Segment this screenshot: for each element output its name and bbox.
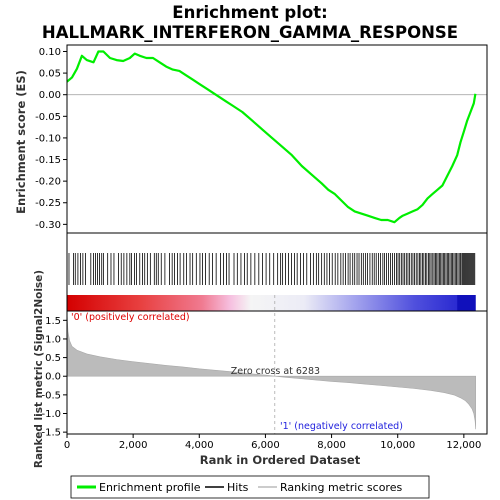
rank-xtick-label: 10,000 [380,440,415,451]
metric-ytick-label: -1.0 [41,409,61,420]
es-curve-line [66,50,477,224]
legend-label-enrichment: Enrichment profile [99,481,201,494]
chart-title-line1: Enrichment plot: [172,3,327,22]
es-ytick-label: -0.15 [35,155,61,166]
metric-ytick-label: 1.0 [45,334,61,345]
hits-panel [66,232,488,312]
es-ytick-label: -0.30 [35,220,61,231]
rank-color-tail [457,295,476,311]
es-ytick-label: -0.10 [35,133,61,144]
metric-axis-label: Ranked list metric (Signal2Noise) [33,270,45,468]
rank-xtick-label: 8,000 [317,440,346,451]
es-ytick-label: -0.20 [35,177,61,188]
es-ytick-label: 0.05 [39,69,61,80]
zero-cross-label: Zero cross at 6283 [231,366,320,377]
metric-panel-frame [66,310,488,435]
rank-color-bar [67,295,476,311]
metric-ytick-label: 0.5 [45,353,61,364]
rank-xtick-label: 12,000 [446,440,481,451]
es-ytick-label: 0.10 [39,47,61,58]
rank-xtick-label: 0 [64,440,70,451]
positive-label: '0' (positively correlated) [71,312,190,323]
negative-label: '1' (negatively correlated) [280,421,403,432]
metric-panel: Zero cross at 6283 '0' (positively correl… [41,295,488,451]
rank-xtick-label: 2,000 [119,440,148,451]
chart-title-line2: HALLMARK_INTERFERON_GAMMA_RESPONSE [42,23,458,42]
rank-xtick-label: 4,000 [185,440,214,451]
es-ytick-label: -0.05 [35,112,61,123]
legend-box [70,475,430,499]
es-axis-label: Enrichment score (ES) [14,70,28,214]
legend-label-hits: Hits [227,481,249,494]
metric-area [66,312,476,430]
hits-area [67,233,487,295]
es-ytick-label: 0.00 [39,90,61,101]
legend: Enrichment profile Hits Ranking metric s… [70,475,430,499]
es-ytick-label: -0.25 [35,198,61,209]
legend-label-ranking: Ranking metric scores [280,481,402,494]
es-panel: 0.10 0.05 0.00 -0.05 -0.10 -0.15 -0.20 -0.25 -0.… [35,44,488,234]
metric-ytick-label: 0.0 [45,372,61,383]
metric-ytick-label: 1.5 [45,316,61,327]
es-plot-area [67,45,487,233]
rank-axis-label: Rank in Ordered Dataset [200,453,361,467]
metric-ytick-label: -1.5 [41,428,61,439]
rank-xtick-label: 6,000 [251,440,280,451]
metric-ytick-label: -0.5 [41,390,61,401]
